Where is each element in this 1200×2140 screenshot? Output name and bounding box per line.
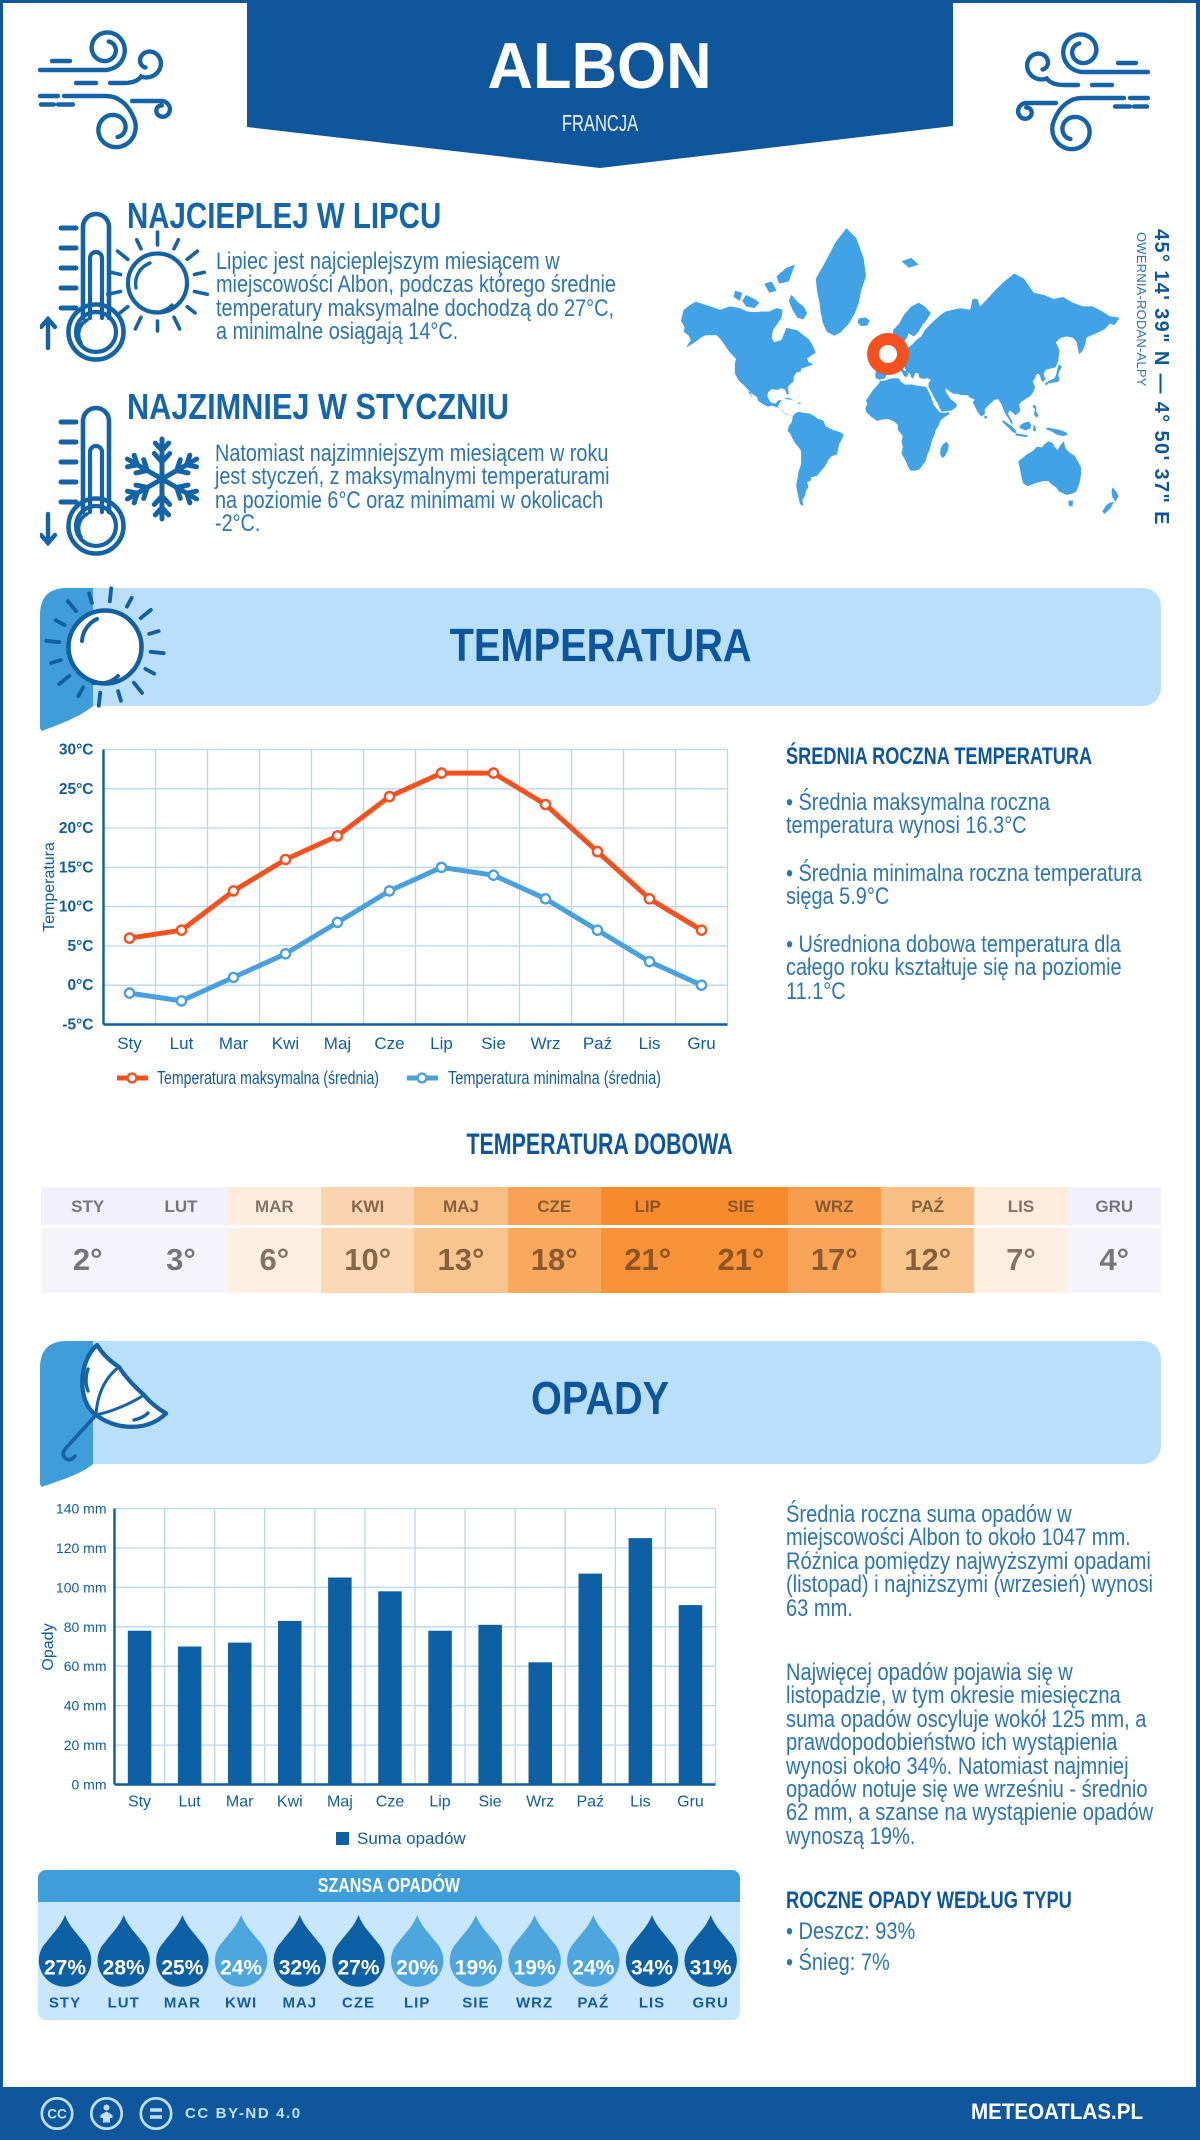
svg-text:80 mm: 80 mm [64,1619,107,1635]
svg-text:10°C: 10°C [59,899,94,916]
svg-text:100 mm: 100 mm [56,1579,107,1595]
svg-text:SIE: SIE [462,1995,489,2012]
svg-text:Lut: Lut [170,1034,194,1053]
svg-text:Lis: Lis [639,1034,661,1053]
svg-text:Wrz: Wrz [531,1034,561,1053]
svg-text:20%: 20% [396,1957,438,1980]
svg-text:LIS: LIS [639,1995,665,2012]
svg-text:Sty: Sty [117,1034,142,1053]
svg-text:32%: 32% [279,1957,321,1980]
svg-text:19%: 19% [455,1957,497,1980]
svg-text:PAŹ: PAŹ [577,1995,609,2012]
svg-text:Opady: Opady [40,1623,57,1670]
svg-text:GRU: GRU [693,1995,729,2012]
svg-text:WRZ: WRZ [516,1995,553,2012]
svg-text:Temperatura minimalna (średnia: Temperatura minimalna (średnia) [448,1068,661,1088]
svg-text:27%: 27% [44,1957,86,1980]
svg-text:25%: 25% [161,1957,203,1980]
svg-text:Kwi: Kwi [277,1794,303,1811]
svg-text:31%: 31% [690,1957,732,1980]
svg-text:-5°C: -5°C [62,1017,93,1034]
svg-text:Gru: Gru [687,1034,715,1053]
svg-text:Maj: Maj [327,1794,353,1811]
svg-text:15°C: 15°C [59,859,94,876]
svg-text:Wrz: Wrz [526,1794,554,1811]
svg-text:Mar: Mar [219,1034,249,1053]
svg-text:Temperatura maksymalna (średni: Temperatura maksymalna (średnia) [157,1068,379,1088]
svg-text:Suma opadów: Suma opadów [357,1829,466,1848]
svg-text:STY: STY [49,1995,81,2012]
svg-text:Lip: Lip [430,1034,453,1053]
svg-text:60 mm: 60 mm [64,1658,107,1674]
svg-text:28%: 28% [103,1957,145,1980]
svg-text:LIP: LIP [404,1995,430,2012]
svg-text:34%: 34% [631,1957,673,1980]
svg-text:Gru: Gru [677,1794,704,1811]
svg-text:LUT: LUT [108,1995,140,2012]
svg-text:20°C: 20°C [59,820,94,837]
svg-text:24%: 24% [572,1957,614,1980]
svg-text:Paź: Paź [583,1034,612,1053]
svg-text:20 mm: 20 mm [64,1737,107,1753]
svg-text:24%: 24% [220,1957,262,1980]
svg-text:19%: 19% [514,1957,556,1980]
svg-text:27%: 27% [337,1957,379,1980]
svg-text:30°C: 30°C [59,742,94,759]
svg-text:0°C: 0°C [67,977,93,994]
svg-text:KWI: KWI [225,1995,257,2012]
svg-text:MAR: MAR [164,1995,201,2012]
svg-text:Sie: Sie [481,1034,506,1053]
svg-text:CC: CC [47,2107,67,2122]
svg-text:25°C: 25°C [59,781,94,798]
svg-text:Sie: Sie [479,1794,502,1811]
svg-text:40 mm: 40 mm [64,1698,107,1714]
svg-text:MAJ: MAJ [282,1995,317,2012]
svg-text:Temperatura: Temperatura [41,842,58,932]
svg-text:Sty: Sty [128,1794,151,1811]
svg-text:Maj: Maj [324,1034,351,1053]
svg-text:Mar: Mar [226,1794,254,1811]
svg-text:Cze: Cze [376,1794,405,1811]
svg-text:5°C: 5°C [67,938,93,955]
svg-text:0 mm: 0 mm [72,1777,107,1793]
svg-text:Lip: Lip [429,1794,450,1811]
svg-text:Paź: Paź [577,1794,605,1811]
svg-text:Kwi: Kwi [272,1034,299,1053]
svg-text:Lis: Lis [630,1794,650,1811]
svg-text:CZE: CZE [342,1995,375,2012]
svg-text:120 mm: 120 mm [56,1540,107,1556]
svg-text:Lut: Lut [178,1794,201,1811]
svg-text:Cze: Cze [374,1034,404,1053]
svg-text:140 mm: 140 mm [56,1501,107,1517]
